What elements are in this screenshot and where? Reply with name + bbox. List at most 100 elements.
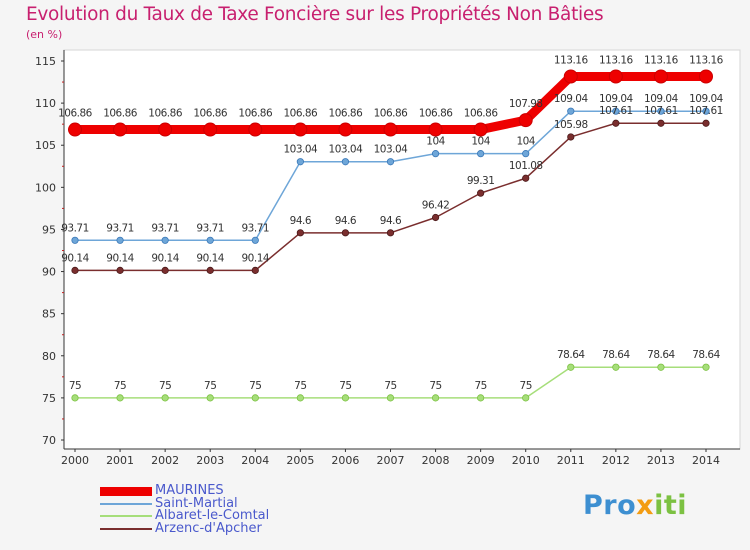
data-point-saint-martial-2012: [612, 107, 620, 115]
data-label-arzenc-d-apcher-2013: 107.61: [644, 105, 678, 117]
data-point-saint-martial-2001: [116, 236, 124, 244]
y-axis-unit-label: (en %): [26, 28, 63, 41]
data-point-arzenc-d-apcher-2009: [477, 189, 485, 197]
data-label-maurines-2003: 106.86: [193, 108, 228, 120]
data-point-arzenc-d-apcher-2003: [206, 266, 214, 274]
legend: MAURINES Saint-Martial Albaret-le-Comtal…: [100, 483, 400, 536]
data-point-albaret-le-comtal-2007: [386, 394, 395, 402]
data-point-saint-martial-2009: [477, 150, 485, 158]
data-label-albaret-le-comtal-2004: 75: [249, 380, 261, 392]
data-point-albaret-le-comtal-2008: [431, 394, 440, 402]
data-point-maurines-2014: [699, 69, 713, 84]
data-point-saint-martial-2008: [431, 150, 440, 158]
y-tick-label-80: 80: [42, 350, 56, 363]
data-label-albaret-le-comtal-2010: 75: [520, 380, 532, 392]
data-point-albaret-le-comtal-2014: [702, 363, 710, 371]
x-tick-label-2001: 2001: [106, 454, 134, 467]
data-point-albaret-le-comtal-2009: [477, 394, 485, 402]
data-label-arzenc-d-apcher-2008: 96.42: [422, 199, 450, 211]
data-point-maurines-2011: [563, 69, 578, 84]
data-point-saint-martial-2000: [71, 236, 79, 244]
data-label-saint-martial-2008: 104: [426, 136, 445, 148]
data-point-maurines-2009: [473, 122, 488, 137]
data-label-saint-martial-2005: 103.04: [283, 144, 318, 156]
data-label-maurines-2006: 106.86: [329, 108, 364, 120]
data-point-arzenc-d-apcher-2005: [296, 229, 304, 237]
data-label-arzenc-d-apcher-2006: 94.6: [335, 215, 357, 227]
data-point-maurines-2005: [293, 122, 308, 137]
data-label-maurines-2002: 106.86: [148, 108, 183, 120]
data-point-albaret-le-comtal-2012: [612, 363, 620, 371]
data-point-albaret-le-comtal-2003: [206, 394, 214, 402]
data-point-saint-martial-2006: [341, 158, 350, 166]
x-tick-label-2003: 2003: [196, 454, 224, 467]
data-label-maurines-2005: 106.86: [283, 108, 318, 120]
legend-swatch-saint-martial: [100, 502, 152, 505]
y-tick-label-105: 105: [35, 139, 56, 152]
data-label-maurines-2004: 106.86: [238, 108, 273, 120]
legend-label-maurines: MAURINES: [155, 483, 224, 498]
data-label-saint-martial-2009: 104: [471, 136, 490, 148]
data-point-albaret-le-comtal-2013: [657, 363, 665, 371]
y-tick-label-95: 95: [42, 223, 56, 236]
data-label-maurines-2013: 113.16: [644, 54, 679, 66]
data-label-maurines-2010: 107.98: [509, 98, 543, 110]
data-label-saint-martial-2010: 104: [516, 136, 535, 148]
legend-item-saint-martial: Saint-Martial: [100, 496, 400, 511]
x-tick-label-2005: 2005: [286, 454, 314, 467]
data-point-maurines-2013: [653, 69, 668, 84]
y-tick-label-85: 85: [42, 308, 56, 321]
legend-label-arzenc-dapcher: Arzenc-d'Apcher: [155, 520, 262, 536]
logo-part-3: iti: [654, 490, 687, 521]
data-point-albaret-le-comtal-2006: [341, 394, 350, 402]
data-label-maurines-2007: 106.86: [374, 108, 409, 120]
data-point-saint-martial-2003: [206, 236, 214, 244]
data-label-albaret-le-comtal-2002: 75: [159, 380, 171, 392]
data-point-maurines-2007: [383, 122, 398, 137]
y-tick-label-110: 110: [35, 97, 56, 110]
data-point-saint-martial-2010: [522, 150, 530, 158]
data-label-arzenc-d-apcher-2012: 107.61: [599, 105, 633, 117]
data-point-albaret-le-comtal-2002: [161, 394, 169, 402]
data-label-saint-martial-2001: 93.71: [106, 222, 134, 234]
data-point-maurines-2002: [158, 122, 173, 137]
data-label-albaret-le-comtal-2000: 75: [69, 380, 81, 392]
data-label-saint-martial-2002: 93.71: [151, 222, 179, 234]
data-point-maurines-2012: [608, 69, 623, 84]
x-tick-label-2006: 2006: [331, 454, 359, 467]
data-point-maurines-2004: [248, 122, 263, 137]
data-label-arzenc-d-apcher-2009: 99.31: [467, 175, 495, 187]
data-label-albaret-le-comtal-2008: 75: [429, 380, 441, 392]
data-point-arzenc-d-apcher-2006: [341, 229, 350, 237]
data-label-maurines-2011: 113.16: [554, 54, 589, 66]
data-label-saint-martial-2011: 109.04: [554, 93, 589, 105]
data-point-arzenc-d-apcher-2013: [657, 119, 665, 127]
legend-item-arzenc-dapcher: Arzenc-d'Apcher: [100, 520, 400, 536]
data-point-albaret-le-comtal-2004: [251, 394, 259, 402]
data-label-albaret-le-comtal-2006: 75: [339, 380, 351, 392]
data-label-albaret-le-comtal-2014: 78.64: [692, 349, 720, 361]
y-tick-label-100: 100: [35, 181, 56, 194]
data-label-albaret-le-comtal-2007: 75: [384, 380, 396, 392]
data-label-saint-martial-2004: 93.71: [242, 222, 270, 234]
x-tick-label-2002: 2002: [151, 454, 179, 467]
data-label-maurines-2008: 106.86: [419, 108, 454, 120]
data-point-saint-martial-2004: [251, 236, 259, 244]
logo-part-1: Pro: [583, 490, 637, 521]
data-label-maurines-2012: 113.16: [599, 54, 634, 66]
data-label-saint-martial-2014: 109.04: [689, 93, 724, 105]
data-point-arzenc-d-apcher-2001: [116, 266, 124, 274]
x-tick-label-2012: 2012: [602, 454, 630, 467]
data-point-saint-martial-2014: [702, 107, 710, 115]
data-label-maurines-2000: 106.86: [58, 108, 93, 120]
logo-part-2: x: [636, 490, 655, 521]
data-point-maurines-2008: [428, 122, 443, 137]
y-tick-label-75: 75: [42, 392, 56, 405]
data-label-albaret-le-comtal-2001: 75: [114, 380, 126, 392]
data-label-maurines-2009: 106.86: [464, 108, 499, 120]
data-label-arzenc-d-apcher-2010: 101.08: [509, 160, 543, 172]
data-point-albaret-le-comtal-2010: [522, 394, 530, 402]
data-point-maurines-2000: [68, 122, 82, 137]
